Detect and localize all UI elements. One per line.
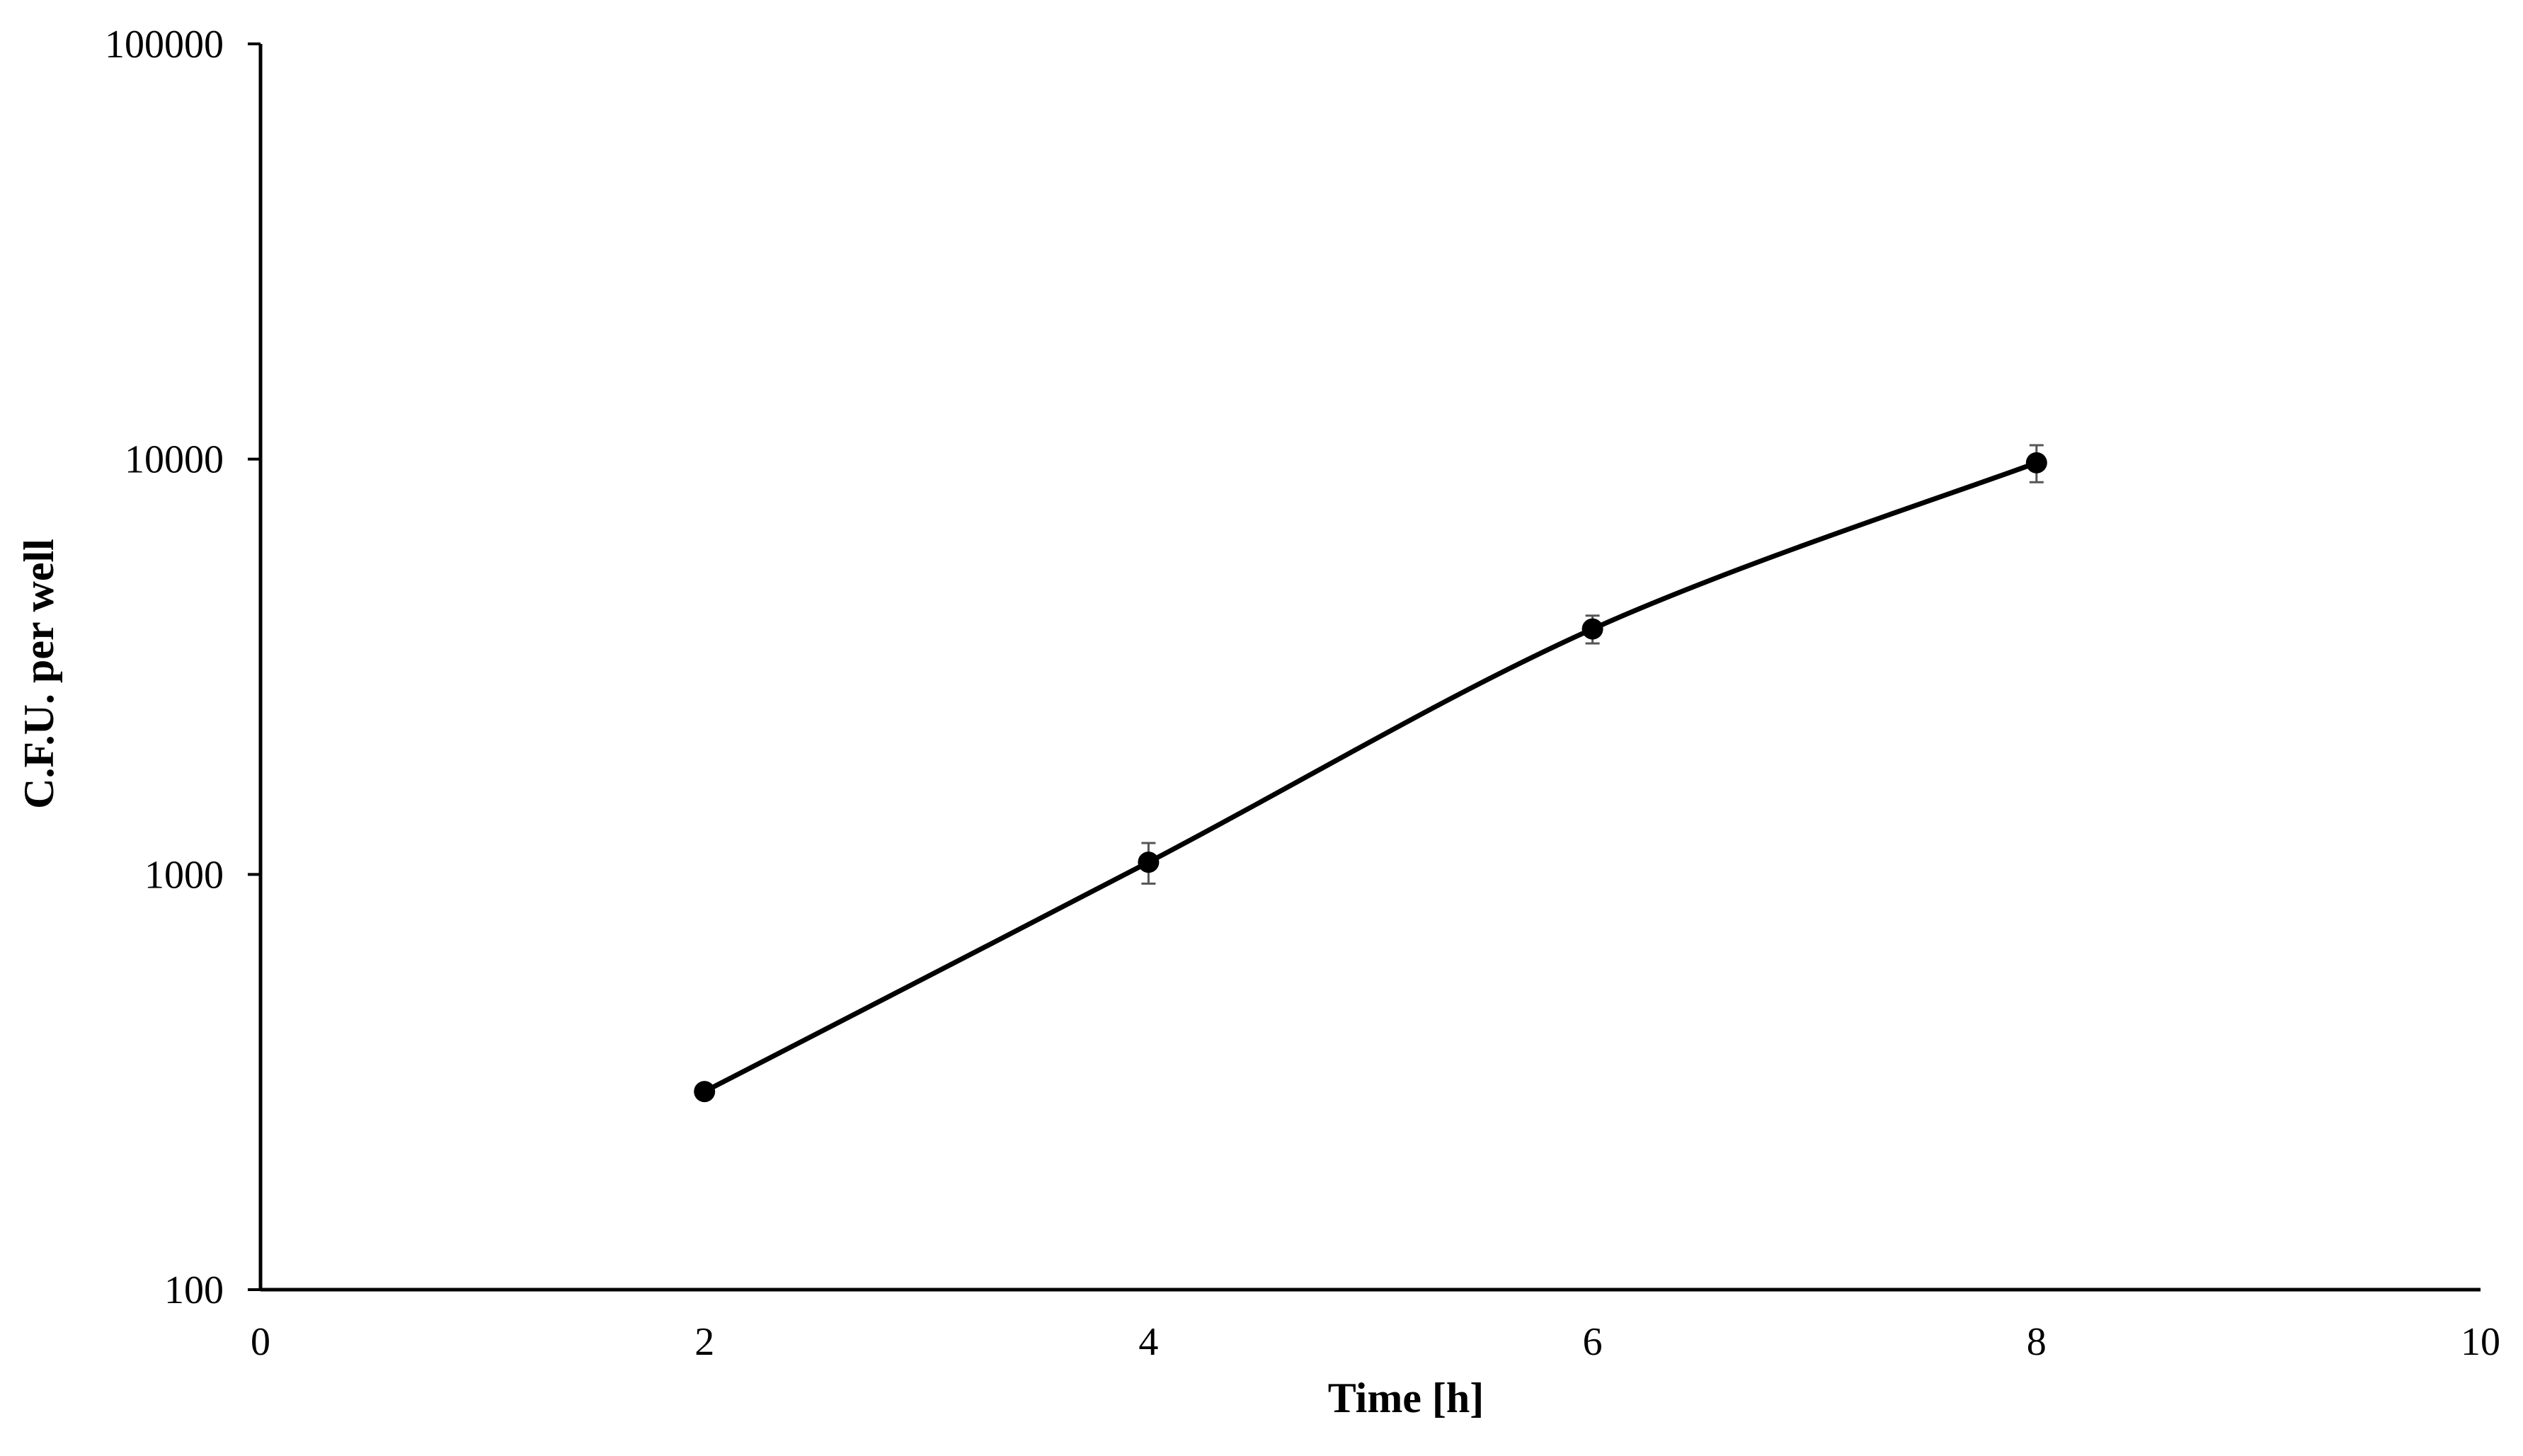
x-axis-title: Time [h] bbox=[1328, 1375, 1484, 1421]
x-tick-label: 0 bbox=[251, 1320, 270, 1364]
series-layer bbox=[694, 444, 2047, 1103]
y-axis-title: C.F.U. per well bbox=[16, 539, 62, 809]
y-tick-label: 100 bbox=[164, 1268, 224, 1312]
data-point bbox=[1581, 618, 1603, 640]
data-point bbox=[1138, 852, 1160, 873]
x-tick-label: 8 bbox=[2027, 1320, 2047, 1364]
y-tick-group: 100 1000 10000 100000 bbox=[105, 23, 261, 1312]
y-tick-label: 10000 bbox=[125, 438, 224, 482]
x-tick-group: 0 2 4 6 8 10 bbox=[251, 1320, 2500, 1364]
y-tick-label: 1000 bbox=[144, 853, 224, 897]
data-point bbox=[694, 1081, 716, 1103]
x-tick-label: 10 bbox=[2461, 1320, 2500, 1364]
data-point bbox=[2025, 452, 2047, 474]
y-tick-label: 100000 bbox=[105, 23, 224, 67]
x-tick-label: 4 bbox=[1138, 1320, 1158, 1364]
axes-layer bbox=[258, 44, 2481, 1292]
x-tick-label: 6 bbox=[1583, 1320, 1603, 1364]
series-line bbox=[703, 460, 2038, 1094]
x-tick-label: 2 bbox=[694, 1320, 714, 1364]
